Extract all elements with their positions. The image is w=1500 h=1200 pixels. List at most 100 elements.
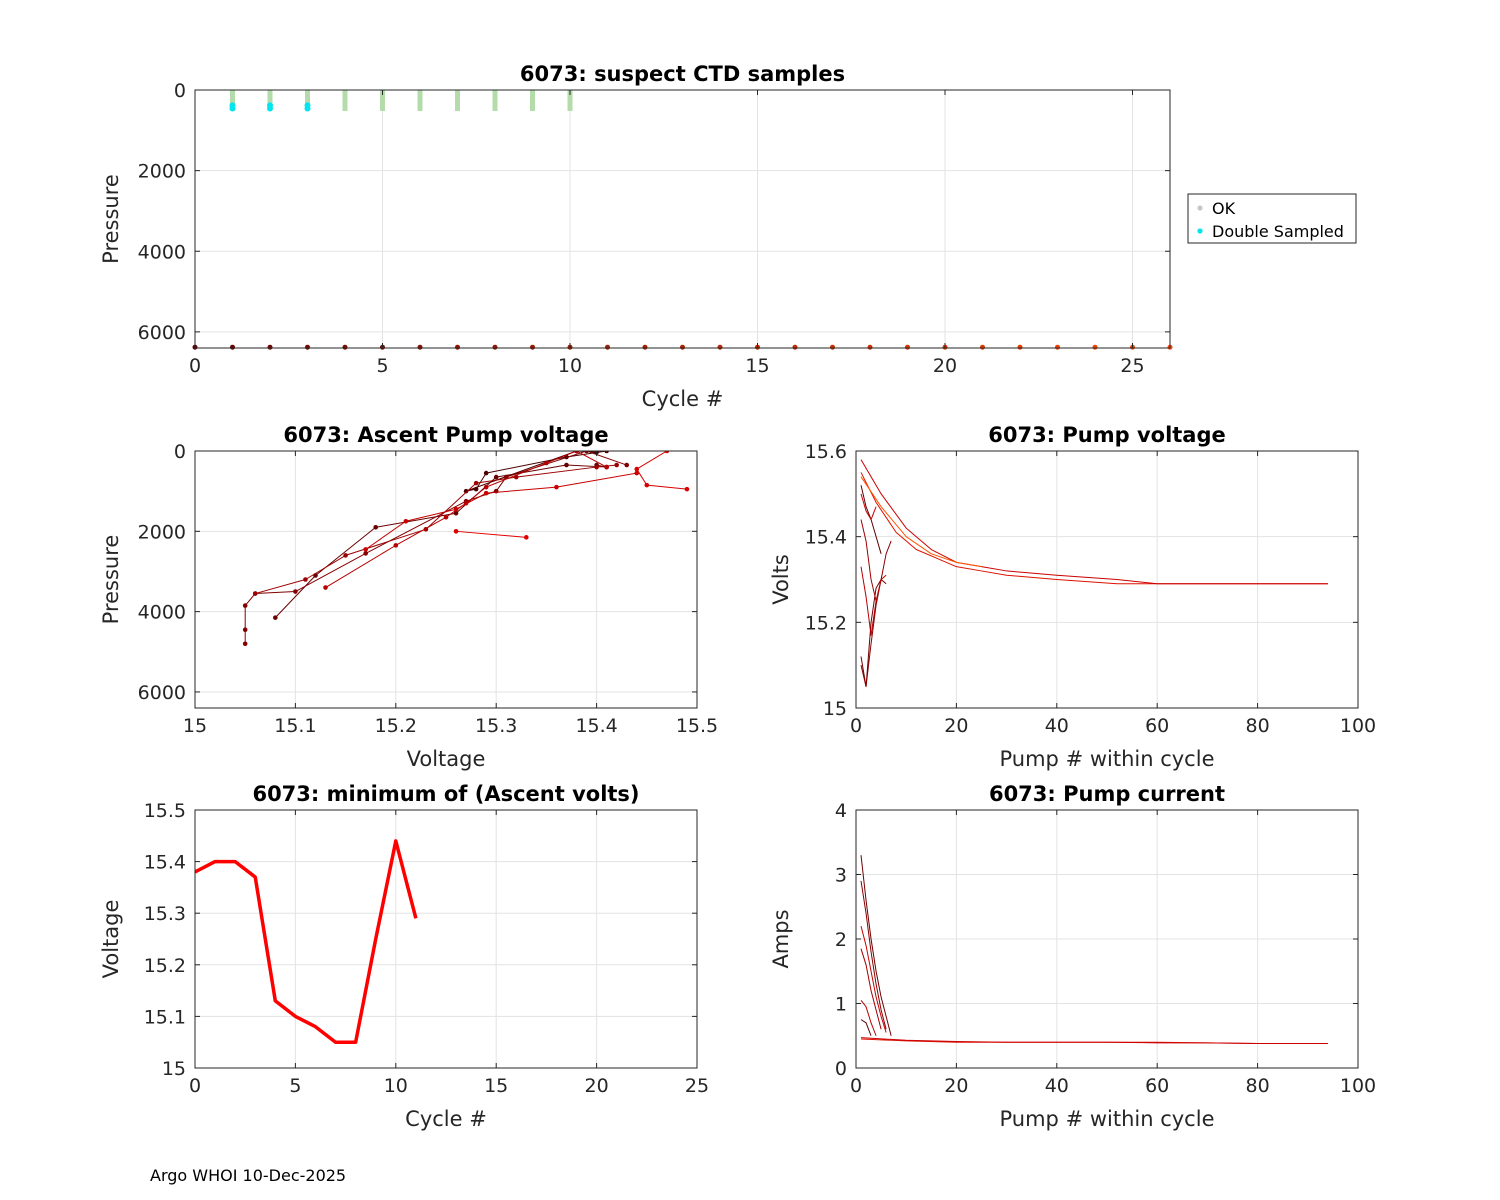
legend-box xyxy=(1187,193,1357,244)
cycle-marker-17 xyxy=(830,344,835,350)
ascent-point xyxy=(614,462,619,468)
ascent-point xyxy=(363,551,368,556)
suspect-title: 6073: suspect CTD samples xyxy=(520,62,845,86)
cycle-marker-4 xyxy=(342,344,348,350)
pumpv-series-line-8 xyxy=(860,459,1328,585)
ascent-series-line-5 xyxy=(325,451,607,588)
ascent-point xyxy=(493,474,499,480)
suspect-x-tick-label: 15 xyxy=(745,355,769,377)
ascent-point xyxy=(483,470,489,476)
pumpi-x-tick-label: 0 xyxy=(850,1075,862,1097)
ascent-point xyxy=(343,553,348,558)
cycle-marker-16 xyxy=(792,344,798,350)
ascent-point xyxy=(584,451,589,454)
double-sampled-point xyxy=(267,105,273,112)
pumpi-series-line-2 xyxy=(860,855,892,1036)
ascent-point xyxy=(242,641,248,647)
minv-series-line-1 xyxy=(195,839,418,1044)
minv-x-tick-label: 25 xyxy=(685,1075,709,1097)
pumpv-x-tick-label: 80 xyxy=(1246,715,1270,737)
ascent-x-tick-label: 15.1 xyxy=(274,715,316,737)
ascent-point xyxy=(483,490,489,496)
pumpv-series-line-9 xyxy=(860,476,982,568)
ascent-x-tick-label: 15.5 xyxy=(676,715,718,737)
pumpi-chart: 0 20 40 60 80 100 0 1 2 3 4 6073: Pump current Pump … xyxy=(769,782,1376,1131)
pumpv-x-tick-label: 100 xyxy=(1340,715,1376,737)
ascent-point xyxy=(574,451,579,454)
cycle-marker-11 xyxy=(605,344,610,350)
suspect-x-tick-label: 10 xyxy=(558,355,582,377)
cycle-marker-14 xyxy=(717,344,723,350)
suspect-chart: 0 5 10 15 20 25 0 2000 4000 6000 6073: suspect CTD… xyxy=(99,62,1357,411)
pumpi-y-axis-label: Amps xyxy=(769,909,793,968)
suspect-plot-area xyxy=(195,90,1170,348)
pumpv-series-line-6 xyxy=(860,493,877,521)
ascent-x-tick-label: 15.2 xyxy=(375,715,417,737)
ascent-point xyxy=(684,486,690,492)
ascent-x-tick-label: 15.3 xyxy=(475,715,517,737)
pumpi-series-line-1 xyxy=(860,1019,872,1036)
ascent-point xyxy=(273,615,278,620)
cycle-marker-3 xyxy=(305,344,310,350)
minv-y-tick-label: 15.4 xyxy=(144,852,186,874)
footer-text: Argo WHOI 10-Dec-2025 xyxy=(150,1166,347,1185)
pumpv-x-axis-label: Pump # within cycle xyxy=(1000,747,1215,771)
cycle-marker-9 xyxy=(530,344,535,350)
double-sampled-point xyxy=(304,105,311,112)
ascent-point xyxy=(524,535,529,540)
cycle-marker-24 xyxy=(1092,344,1098,350)
pumpi-series-line-6 xyxy=(860,925,887,1033)
suspect-x-tick-label: 20 xyxy=(933,355,957,377)
pumpv-y-tick-label: 15.6 xyxy=(805,441,847,463)
suspect-x-tick-label: 25 xyxy=(1120,355,1144,377)
ascent-point xyxy=(453,529,459,534)
minv-y-axis-label: Voltage xyxy=(99,900,123,979)
pumpv-title: 6073: Pump voltage xyxy=(988,423,1226,447)
ascent-point xyxy=(624,462,630,468)
ascent-x-tick-label: 15.4 xyxy=(575,715,617,737)
pumpv-y-tick-label: 15 xyxy=(823,698,847,720)
legend: OK Double Sampled xyxy=(1187,193,1357,244)
pumpv-x-tick-label: 0 xyxy=(850,715,862,737)
ascent-point xyxy=(303,577,308,582)
cycle-marker-19 xyxy=(905,344,910,350)
ascent-point xyxy=(403,518,409,524)
suspect-y-tick-label: 6000 xyxy=(138,322,186,344)
ascent-point xyxy=(634,470,640,476)
ascent-point xyxy=(644,482,650,488)
pumpi-x-tick-label: 60 xyxy=(1145,1075,1169,1097)
cycle-marker-12 xyxy=(642,344,648,350)
ascent-point xyxy=(604,451,609,454)
pumpi-series-line-8 xyxy=(860,1037,1328,1044)
ascent-axes-box xyxy=(194,450,698,709)
pumpi-y-tick-label: 0 xyxy=(835,1058,847,1080)
cycle-marker-22 xyxy=(1017,344,1023,350)
ascent-point xyxy=(323,585,328,590)
minv-y-tick-label: 15.1 xyxy=(144,1006,186,1028)
ascent-series-line-4 xyxy=(255,464,617,595)
ascent-point xyxy=(373,524,379,530)
cycle-marker-8 xyxy=(492,344,498,350)
pumpi-x-axis-label: Pump # within cycle xyxy=(1000,1107,1215,1131)
minv-y-tick-label: 15.3 xyxy=(144,903,186,925)
ascent-point xyxy=(544,460,549,466)
cycle-marker-7 xyxy=(455,344,460,350)
suspect-y-tick-label: 2000 xyxy=(138,161,186,183)
cycle-marker-21 xyxy=(980,344,985,350)
ascent-point xyxy=(554,484,559,490)
minv-x-axis-label: Cycle # xyxy=(405,1107,487,1131)
pumpi-y-tick-label: 1 xyxy=(835,994,847,1016)
pumpi-series-line-4 xyxy=(860,948,882,1030)
cycle-marker-13 xyxy=(680,344,685,350)
legend-marker-2 xyxy=(1197,228,1203,234)
pumpv-y-tick-label: 15.4 xyxy=(805,527,847,549)
minv-chart: 0 5 10 15 20 25 15 15.1 15.2 15.3 15.4 15.5 6073: mi… xyxy=(99,782,709,1131)
pumpi-title: 6073: Pump current xyxy=(989,782,1225,806)
pumpv-x-tick-label: 40 xyxy=(1045,715,1069,737)
ascent-series-line-7 xyxy=(636,451,688,490)
minv-x-tick-label: 20 xyxy=(585,1075,609,1097)
ascent-point xyxy=(363,547,368,552)
pumpv-chart: 0 20 40 60 80 100 15 15.2 15.4 15.6 6073: Pump vol… xyxy=(769,423,1376,771)
minv-y-tick-label: 15 xyxy=(162,1058,186,1080)
